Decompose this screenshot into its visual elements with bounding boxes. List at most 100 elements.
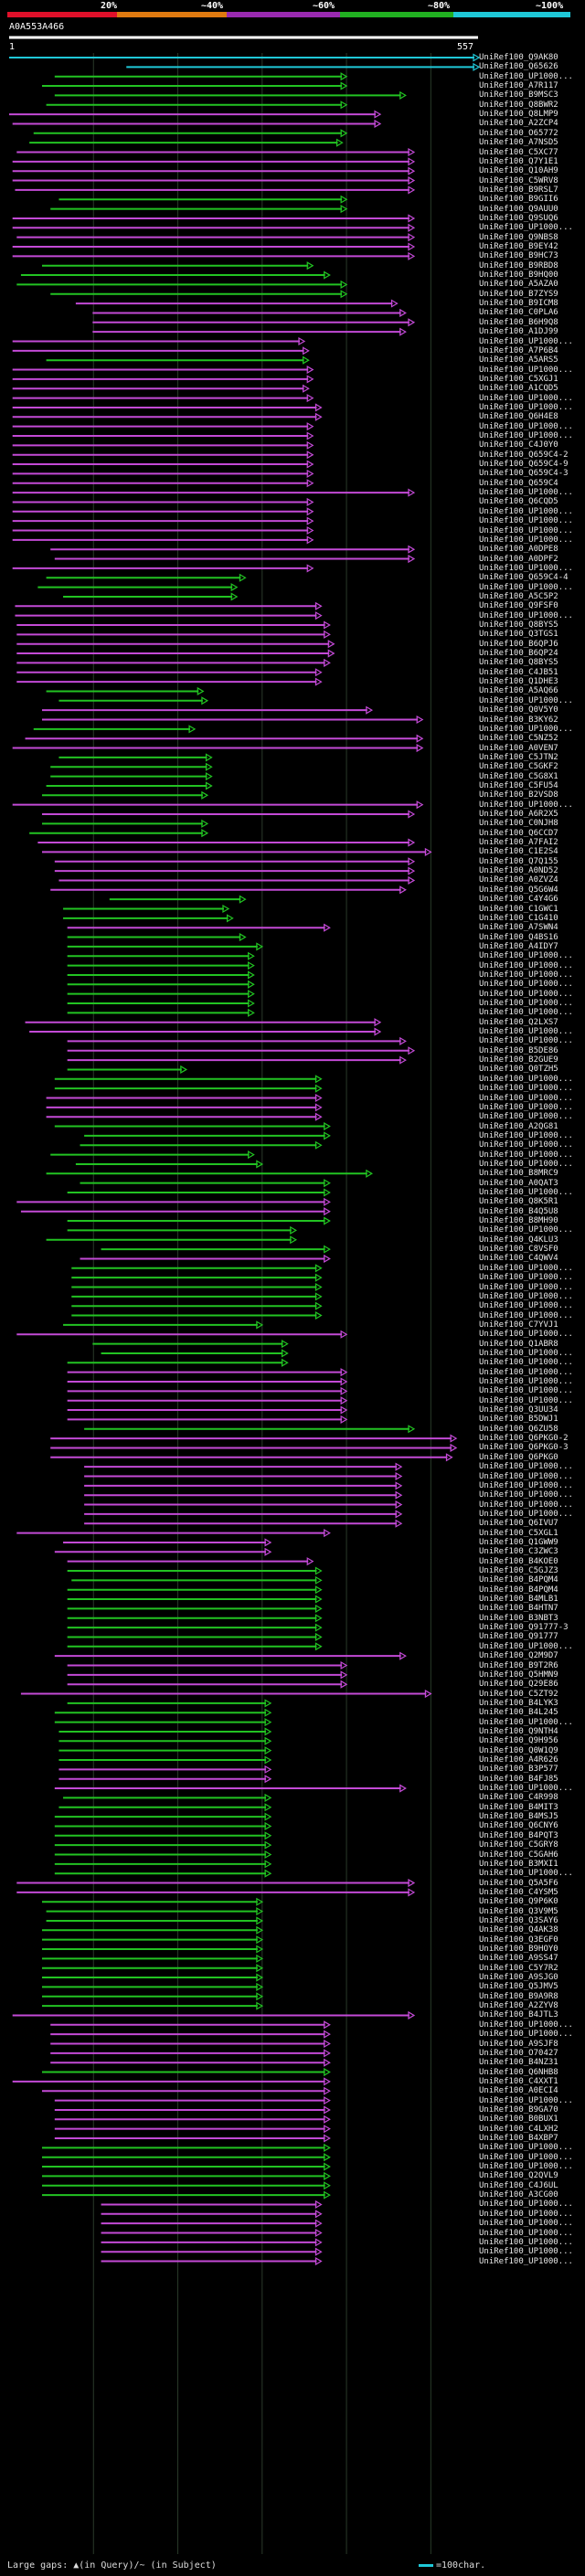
hit-label[interactable]: UniRef100_UP1000... [479, 223, 573, 233]
hit-label[interactable]: UniRef100_Q0W1Q9 [479, 1745, 558, 1755]
hit-label[interactable]: UniRef100_UP1000... [479, 1140, 573, 1150]
hit-label[interactable]: UniRef100_B4MSJ5 [479, 1812, 558, 1822]
hit-label[interactable]: UniRef100_C4Y4G6 [479, 895, 558, 905]
hit-label[interactable]: UniRef100_B9MSC3 [479, 90, 558, 101]
hit-label[interactable]: UniRef100_UP1000... [479, 1093, 573, 1103]
hit-label[interactable]: UniRef100_UP1000... [479, 610, 573, 620]
hit-label[interactable]: UniRef100_UP1000... [479, 980, 573, 990]
hit-label[interactable]: UniRef100_UP1000... [479, 989, 573, 999]
hit-label[interactable]: UniRef100_UP1000... [479, 2143, 573, 2153]
hit-label[interactable]: UniRef100_B9HQ00 [479, 270, 558, 281]
hit-label[interactable]: UniRef100_C4JB51 [479, 667, 558, 677]
hit-label[interactable]: UniRef100_UP1000... [479, 724, 573, 734]
hit-label[interactable]: UniRef100_Q6ZU58 [479, 1424, 558, 1434]
hit-label[interactable]: UniRef100_B9EY42 [479, 242, 558, 251]
hit-label[interactable]: UniRef100_A7FAI2 [479, 838, 558, 848]
hit-label[interactable]: UniRef100_A7R117 [479, 81, 558, 91]
hit-label[interactable]: UniRef100_Q3SAY6 [479, 1915, 558, 1925]
hit-label[interactable]: UniRef100_C5XC77 [479, 147, 558, 157]
hit-label[interactable]: UniRef100_C5FU54 [479, 780, 558, 790]
hit-label[interactable]: UniRef100_Q8BYS5 [479, 620, 558, 630]
hit-label[interactable]: UniRef100_B4PQM4 [479, 1575, 558, 1585]
hit-label[interactable]: UniRef100_Q5G6W4 [479, 885, 558, 895]
hit-label[interactable]: UniRef100_B4L245 [479, 1708, 558, 1718]
hit-label[interactable]: UniRef100_Q91777 [479, 1632, 558, 1642]
hit-label[interactable]: UniRef100_A9SS47 [479, 1954, 558, 1964]
hit-label[interactable]: UniRef100_B8MRC9 [479, 1169, 558, 1179]
hit-label[interactable]: UniRef100_Q9SUQ6 [479, 213, 558, 223]
hit-label[interactable]: UniRef100_UP1000... [479, 1301, 573, 1311]
hit-label[interactable]: UniRef100_UP1000... [479, 1225, 573, 1235]
hit-label[interactable]: UniRef100_UP1000... [479, 516, 573, 526]
hit-label[interactable]: UniRef100_C5G8X1 [479, 771, 558, 781]
hit-label[interactable]: UniRef100_Q6H4E8 [479, 412, 558, 422]
hit-label[interactable]: UniRef100_C4R998 [479, 1793, 558, 1803]
hit-label[interactable]: UniRef100_Q5A5F6 [479, 1878, 558, 1888]
hit-label[interactable]: UniRef100_Q4AK38 [479, 1925, 558, 1935]
hit-label[interactable]: UniRef100_Q3TGS1 [479, 630, 558, 640]
hit-label[interactable]: UniRef100_UP1000... [479, 999, 573, 1008]
hit-label[interactable]: UniRef100_Q9FSF0 [479, 601, 558, 611]
hit-label[interactable]: UniRef100_B0BUX1 [479, 2115, 558, 2125]
hit-label[interactable]: UniRef100_A1DJ99 [479, 327, 558, 337]
hit-label[interactable]: UniRef100_UP1000... [479, 2162, 573, 2172]
hit-label[interactable]: UniRef100_UP1000... [479, 336, 573, 346]
hit-label[interactable]: UniRef100_C3ZWC3 [479, 1547, 558, 1557]
hit-label[interactable]: UniRef100_B2GUE9 [479, 1055, 558, 1065]
hit-label[interactable]: UniRef100_UP1000... [479, 1462, 573, 1472]
hit-label[interactable]: UniRef100_B9ICM8 [479, 299, 558, 309]
hit-label[interactable]: UniRef100_A0DPF2 [479, 554, 558, 564]
hit-label[interactable]: UniRef100_B5DWJ1 [479, 1415, 558, 1425]
hit-label[interactable]: UniRef100_UP1000... [479, 970, 573, 980]
hit-label[interactable]: UniRef100_Q10AH9 [479, 166, 558, 176]
hit-label[interactable]: UniRef100_C5GAH6 [479, 1850, 558, 1860]
hit-label[interactable]: UniRef100_UP1000... [479, 1112, 573, 1122]
hit-label[interactable]: UniRef100_UP1000... [479, 1784, 573, 1794]
hit-label[interactable]: UniRef100_Q8LMP9 [479, 110, 558, 120]
hit-label[interactable]: UniRef100_UP1000... [479, 71, 573, 81]
hit-label[interactable]: UniRef100_UP1000... [479, 525, 573, 535]
hit-label[interactable]: UniRef100_UP1000... [479, 1282, 573, 1292]
hit-label[interactable]: UniRef100_UP1000... [479, 1490, 573, 1500]
hit-label[interactable]: UniRef100_Q9AUU0 [479, 204, 558, 214]
hit-label[interactable]: UniRef100_UP1000... [479, 2019, 573, 2030]
hit-label[interactable]: UniRef100_UP1000... [479, 1717, 573, 1727]
hit-label[interactable]: UniRef100_C0NJH8 [479, 819, 558, 829]
hit-label[interactable]: UniRef100_UP1000... [479, 1395, 573, 1405]
hit-label[interactable]: UniRef100_C5XGJ1 [479, 374, 558, 384]
hit-label[interactable]: UniRef100_Q9H956 [479, 1736, 558, 1746]
hit-label[interactable]: UniRef100_Q3EGF0 [479, 1935, 558, 1945]
hit-label[interactable]: UniRef100_UP1000... [479, 1330, 573, 1340]
hit-label[interactable]: UniRef100_B4PQT3 [479, 1830, 558, 1840]
hit-label[interactable]: UniRef100_C5NZ52 [479, 734, 558, 744]
hit-label[interactable]: UniRef100_Q9NTH4 [479, 1726, 558, 1736]
hit-label[interactable]: UniRef100_Q4KLU3 [479, 1235, 558, 1245]
hit-label[interactable]: UniRef100_A2ZCP4 [479, 119, 558, 129]
hit-label[interactable]: UniRef100_B6QP24 [479, 649, 558, 659]
hit-label[interactable]: UniRef100_A4IDY7 [479, 941, 558, 951]
hit-label[interactable]: UniRef100_UP1000... [479, 535, 573, 545]
hit-label[interactable]: UniRef100_B4MIT3 [479, 1802, 558, 1812]
hit-label[interactable]: UniRef100_Q9P6K0 [479, 1897, 558, 1907]
hit-label[interactable]: UniRef100_UP1000... [479, 1386, 573, 1396]
hit-label[interactable]: UniRef100_UP1000... [479, 1084, 573, 1094]
hit-label[interactable]: UniRef100_UP1000... [479, 563, 573, 573]
hit-label[interactable]: UniRef100_Q2M9D7 [479, 1651, 558, 1661]
hit-label[interactable]: UniRef100_UP1000... [479, 431, 573, 440]
hit-label[interactable]: UniRef100_UP1000... [479, 1377, 573, 1386]
hit-label[interactable]: UniRef100_C1GWC1 [479, 904, 558, 914]
hit-label[interactable]: UniRef100_UP1000... [479, 1641, 573, 1651]
hit-label[interactable]: UniRef100_UP1000... [479, 393, 573, 403]
hit-label[interactable]: UniRef100_UP1000... [479, 421, 573, 431]
hit-label[interactable]: UniRef100_UP1000... [479, 1008, 573, 1018]
hit-label[interactable]: UniRef100_Q91777-3 [479, 1623, 569, 1633]
hit-label[interactable]: UniRef100_B9RBD8 [479, 260, 558, 270]
hit-label[interactable]: UniRef100_C7YVJ1 [479, 1320, 558, 1330]
hit-label[interactable]: UniRef100_UP1000... [479, 1036, 573, 1046]
hit-label[interactable]: UniRef100_Q2QVL9 [479, 2171, 558, 2181]
hit-label[interactable]: UniRef100_UP1000... [479, 2237, 573, 2247]
hit-label[interactable]: UniRef100_B9RSL7 [479, 185, 558, 195]
hit-label[interactable]: UniRef100_Q9AK80 [479, 53, 558, 62]
hit-label[interactable]: UniRef100_UP1000... [479, 1027, 573, 1037]
hit-label[interactable]: UniRef100_Q659C4-4 [479, 573, 569, 583]
